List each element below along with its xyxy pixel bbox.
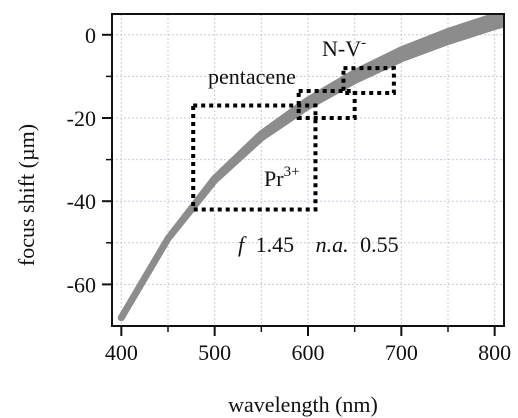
na-value: 0.55 bbox=[360, 232, 399, 257]
pentacene-range-box bbox=[296, 88, 357, 120]
f-value: 1.45 bbox=[256, 232, 295, 257]
x-tick-label: 500 bbox=[198, 340, 231, 365]
x-tick-label: 700 bbox=[385, 340, 418, 365]
pr-label-main: Pr bbox=[264, 166, 284, 191]
x-tick-label: 800 bbox=[478, 340, 511, 365]
y-tick-label: 0 bbox=[85, 23, 96, 48]
nv-label: N-V- bbox=[322, 35, 366, 61]
grid bbox=[112, 14, 504, 326]
na-symbol: n.a. bbox=[316, 232, 349, 257]
focus-shift-band-layer bbox=[117, 14, 504, 322]
range-boxes bbox=[191, 66, 396, 212]
nv-label-main: N-V bbox=[322, 36, 361, 61]
x-tick-label: 600 bbox=[292, 340, 325, 365]
tick-labels: 400 500 600 700 800 0 -20 -40 -60 bbox=[67, 23, 511, 365]
ticks bbox=[102, 33, 496, 336]
focus-shift-band bbox=[117, 14, 504, 322]
nv-label-sup: - bbox=[361, 35, 366, 51]
f-symbol: f bbox=[238, 232, 247, 257]
pentacene-label: pentacene bbox=[208, 64, 296, 89]
y-tick-label: -20 bbox=[67, 106, 96, 131]
pr-label: Pr3+ bbox=[264, 164, 300, 191]
nv-range-box bbox=[341, 66, 396, 96]
lens-parameters-label: f 1.45 n.a. 0.55 bbox=[238, 232, 399, 257]
y-tick-label: -60 bbox=[67, 272, 96, 297]
pr3-range-box bbox=[191, 103, 318, 212]
y-axis-title: focus shift (µm) bbox=[14, 124, 39, 266]
pr-label-sup: 3+ bbox=[284, 164, 300, 180]
x-tick-label: 400 bbox=[105, 340, 138, 365]
y-tick-label: -40 bbox=[67, 189, 96, 214]
x-axis-title: wavelength (nm) bbox=[228, 392, 378, 417]
